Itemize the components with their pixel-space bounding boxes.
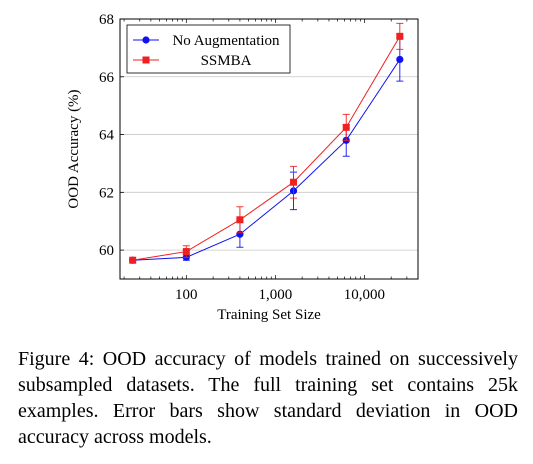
y-tick-label: 60: [99, 243, 114, 259]
x-tick-label: 100: [175, 287, 198, 303]
data-point: [342, 123, 350, 131]
chart: 60 62 64 66 68 100 1,000 10,000 Training Set S…: [66, 12, 419, 323]
series-square: [129, 22, 404, 264]
data-point: [290, 178, 298, 186]
series-line: [132, 36, 401, 261]
y-tick-label: 62: [99, 185, 114, 201]
figure-caption: Figure 4: OOD accuracy of models trained…: [18, 348, 518, 448]
y-tick-label: 66: [99, 70, 115, 86]
y-tick-label: 64: [99, 128, 115, 144]
y-axis-label: OOD Accuracy (%): [66, 89, 82, 208]
data-point: [396, 32, 404, 40]
legend-marker: [142, 56, 150, 64]
series-line: [132, 59, 401, 261]
data-series: [129, 22, 404, 264]
x-tick-label: 10,000: [344, 287, 385, 303]
legend-box: [126, 24, 291, 74]
legend-marker: [142, 36, 150, 44]
plot-frame: [119, 18, 419, 280]
data-point: [129, 256, 137, 264]
x-axis-label: Training Set Size: [217, 307, 321, 323]
legend: No Augmentation SSMBA: [126, 24, 291, 74]
data-point: [396, 55, 404, 64]
legend-label: SSMBA: [201, 53, 252, 69]
legend-label: No Augmentation: [172, 33, 280, 49]
data-point: [182, 248, 190, 256]
x-tick-label: 1,000: [258, 287, 292, 303]
data-point: [236, 216, 244, 224]
y-axis-ticks: 60 62 64 66 68: [99, 12, 124, 259]
y-tick-label: 68: [99, 12, 114, 28]
x-axis-ticks: 100 1,000 10,000: [123, 19, 419, 303]
